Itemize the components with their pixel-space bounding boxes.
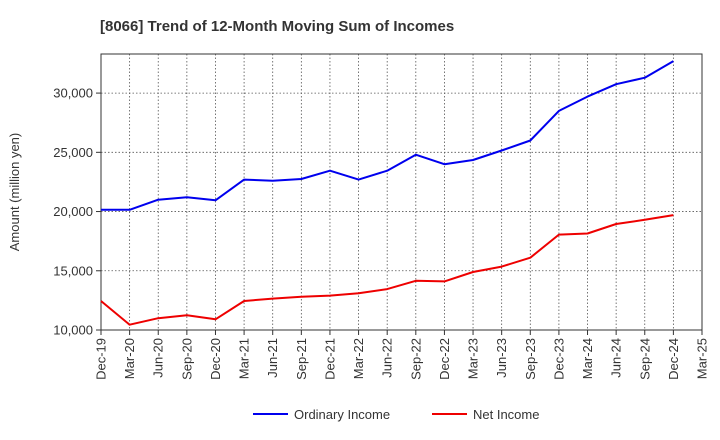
x-axis: Dec-19 Mar-20 Jun-20 Sep-20 Dec-20 Mar-21 Jun-…: [94, 330, 710, 380]
x-tick-label: Mar-23: [466, 338, 481, 379]
legend: Ordinary Income Net Income: [253, 407, 539, 422]
grid: [101, 54, 702, 330]
legend-label: Net Income: [473, 407, 539, 422]
y-tick-label: 30,000: [53, 86, 93, 101]
x-tick-label: Dec-23: [551, 338, 566, 380]
legend-item: Ordinary Income: [253, 407, 390, 422]
x-tick-label: Dec-22: [437, 338, 452, 380]
x-tick-label: Sep-24: [637, 338, 652, 380]
x-tick-label: Sep-23: [523, 338, 538, 380]
x-tick-label: Jun-24: [609, 338, 624, 378]
y-axis: 10,000 15,000 20,000 25,000 30,000: [53, 86, 101, 338]
x-tick-label: Mar-20: [122, 338, 137, 379]
x-tick-label: Dec-19: [94, 338, 109, 380]
x-tick-label: Sep-21: [294, 338, 309, 380]
x-tick-label: Sep-20: [179, 338, 194, 380]
x-tick-label: Jun-22: [380, 338, 395, 378]
y-tick-label: 25,000: [53, 145, 93, 160]
x-tick-label: Dec-20: [208, 338, 223, 380]
x-tick-label: Dec-24: [666, 338, 681, 380]
y-axis-label: Amount (million yen): [7, 133, 22, 252]
x-tick-label: Dec-21: [322, 338, 337, 380]
x-tick-label: Mar-22: [351, 338, 366, 379]
series-group: [100, 60, 674, 326]
x-tick-label: Mar-24: [580, 338, 595, 379]
legend-item: Net Income: [432, 407, 539, 422]
x-tick-label: Jun-20: [151, 338, 166, 378]
x-tick-label: Mar-25: [695, 338, 710, 379]
plot-area: [100, 53, 703, 331]
x-tick-label: Jun-21: [265, 338, 280, 378]
x-tick-label: Jun-23: [494, 338, 509, 378]
series-line-ordinary-income: [101, 60, 674, 211]
x-tick-label: Sep-22: [408, 338, 423, 380]
y-tick-label: 15,000: [53, 263, 93, 278]
y-tick-label: 20,000: [53, 204, 93, 219]
series-line-net-income: [100, 214, 674, 326]
x-tick-label: Mar-21: [237, 338, 252, 379]
y-tick-label: 10,000: [53, 323, 93, 338]
legend-label: Ordinary Income: [294, 407, 390, 422]
chart-title: [8066] Trend of 12-Month Moving Sum of I…: [100, 18, 454, 35]
